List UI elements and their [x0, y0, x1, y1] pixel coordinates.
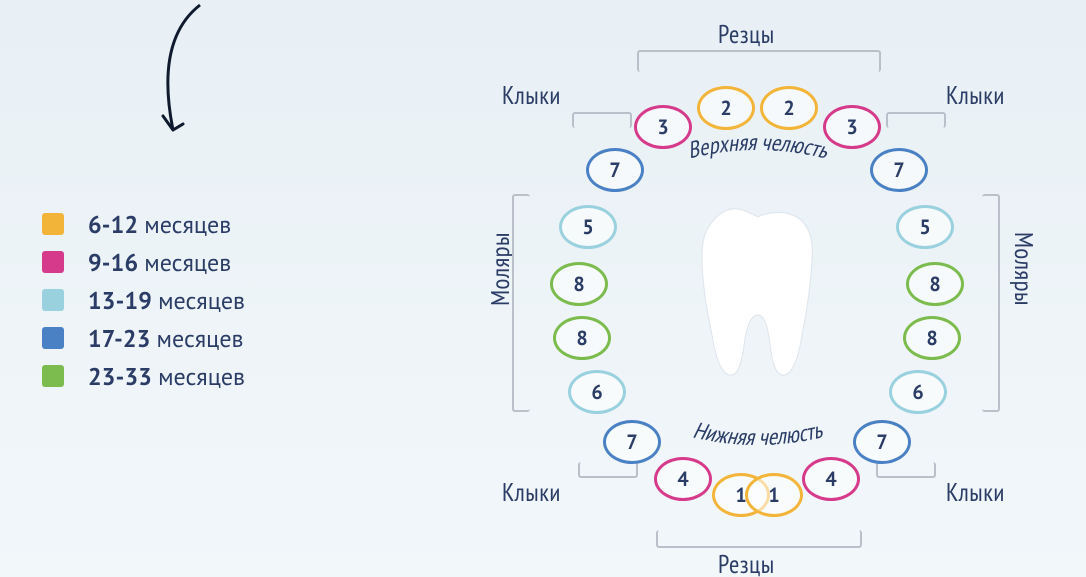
tooth-node: 3	[823, 105, 881, 149]
tooth-node: 8	[906, 262, 964, 306]
tooth-chart: Резцы Резцы Клыки Клыки Клыки Клыки Моля…	[460, 0, 1060, 577]
tooth-node: 6	[568, 370, 626, 414]
group-label-incisors-top: Резцы	[718, 18, 775, 50]
tooth-node: 7	[870, 148, 928, 192]
tooth-node: 8	[553, 316, 611, 360]
bracket-canines-tl	[572, 112, 632, 128]
tooth-node: 2	[697, 86, 755, 130]
legend-row: 9-16месяцев	[42, 243, 245, 281]
legend-unit: месяцев	[158, 361, 245, 392]
legend-row: 13-19месяцев	[42, 281, 245, 319]
tooth-node: 6	[889, 370, 947, 414]
legend-swatch	[42, 289, 64, 311]
bracket-molars-right	[982, 194, 1000, 412]
bracket-incisors-bottom	[656, 530, 862, 548]
tooth-node: 7	[853, 420, 911, 464]
legend-range: 17-23	[88, 323, 151, 354]
tooth-node: 2	[760, 86, 818, 130]
infographic-stage: 6-12месяцев9-16месяцев13-19месяцев17-23м…	[0, 0, 1086, 577]
tooth-node: 4	[654, 457, 712, 501]
legend-unit: месяцев	[157, 323, 244, 354]
tooth-node: 3	[634, 105, 692, 149]
group-label-molars-right: Моляры	[1008, 232, 1040, 306]
bracket-incisors-top	[637, 50, 881, 72]
legend-range: 23-33	[88, 361, 152, 392]
legend-swatch	[42, 251, 64, 273]
legend-range: 9-16	[88, 247, 138, 278]
legend-unit: месяцев	[144, 247, 231, 278]
legend-row: 6-12месяцев	[42, 205, 245, 243]
tooth-node: 8	[903, 316, 961, 360]
bracket-canines-tr	[886, 112, 946, 128]
tooth-node: 5	[896, 205, 954, 249]
group-label-incisors-bottom: Резцы	[718, 548, 775, 577]
group-label-canines-tl: Клыки	[502, 79, 561, 111]
legend-row: 17-23месяцев	[42, 319, 245, 357]
group-label-canines-br: Клыки	[946, 476, 1005, 508]
tooth-node: 7	[586, 148, 644, 192]
legend-row: 23-33месяцев	[42, 357, 245, 395]
svg-text:Нижняя челюсть: Нижняя челюсть	[690, 415, 826, 452]
legend-unit: месяцев	[158, 285, 245, 316]
tooth-icon	[680, 195, 835, 395]
bracket-molars-left	[512, 194, 530, 412]
group-label-canines-bl: Клыки	[502, 476, 561, 508]
tooth-node: 5	[559, 205, 617, 249]
tooth-node: 4	[802, 457, 860, 501]
legend-range: 13-19	[88, 285, 152, 316]
legend-swatch	[42, 327, 64, 349]
legend: 6-12месяцев9-16месяцев13-19месяцев17-23м…	[42, 205, 245, 395]
legend-range: 6-12	[88, 209, 138, 240]
group-label-canines-tr: Клыки	[946, 79, 1005, 111]
pointer-arrow-icon	[145, 0, 215, 150]
tooth-node: 7	[603, 420, 661, 464]
legend-swatch	[42, 213, 64, 235]
legend-unit: месяцев	[144, 209, 231, 240]
legend-swatch	[42, 365, 64, 387]
tooth-node: 8	[550, 262, 608, 306]
svg-text:Верхняя челюсть: Верхняя челюсть	[685, 128, 832, 166]
tooth-node: 1	[745, 473, 803, 517]
